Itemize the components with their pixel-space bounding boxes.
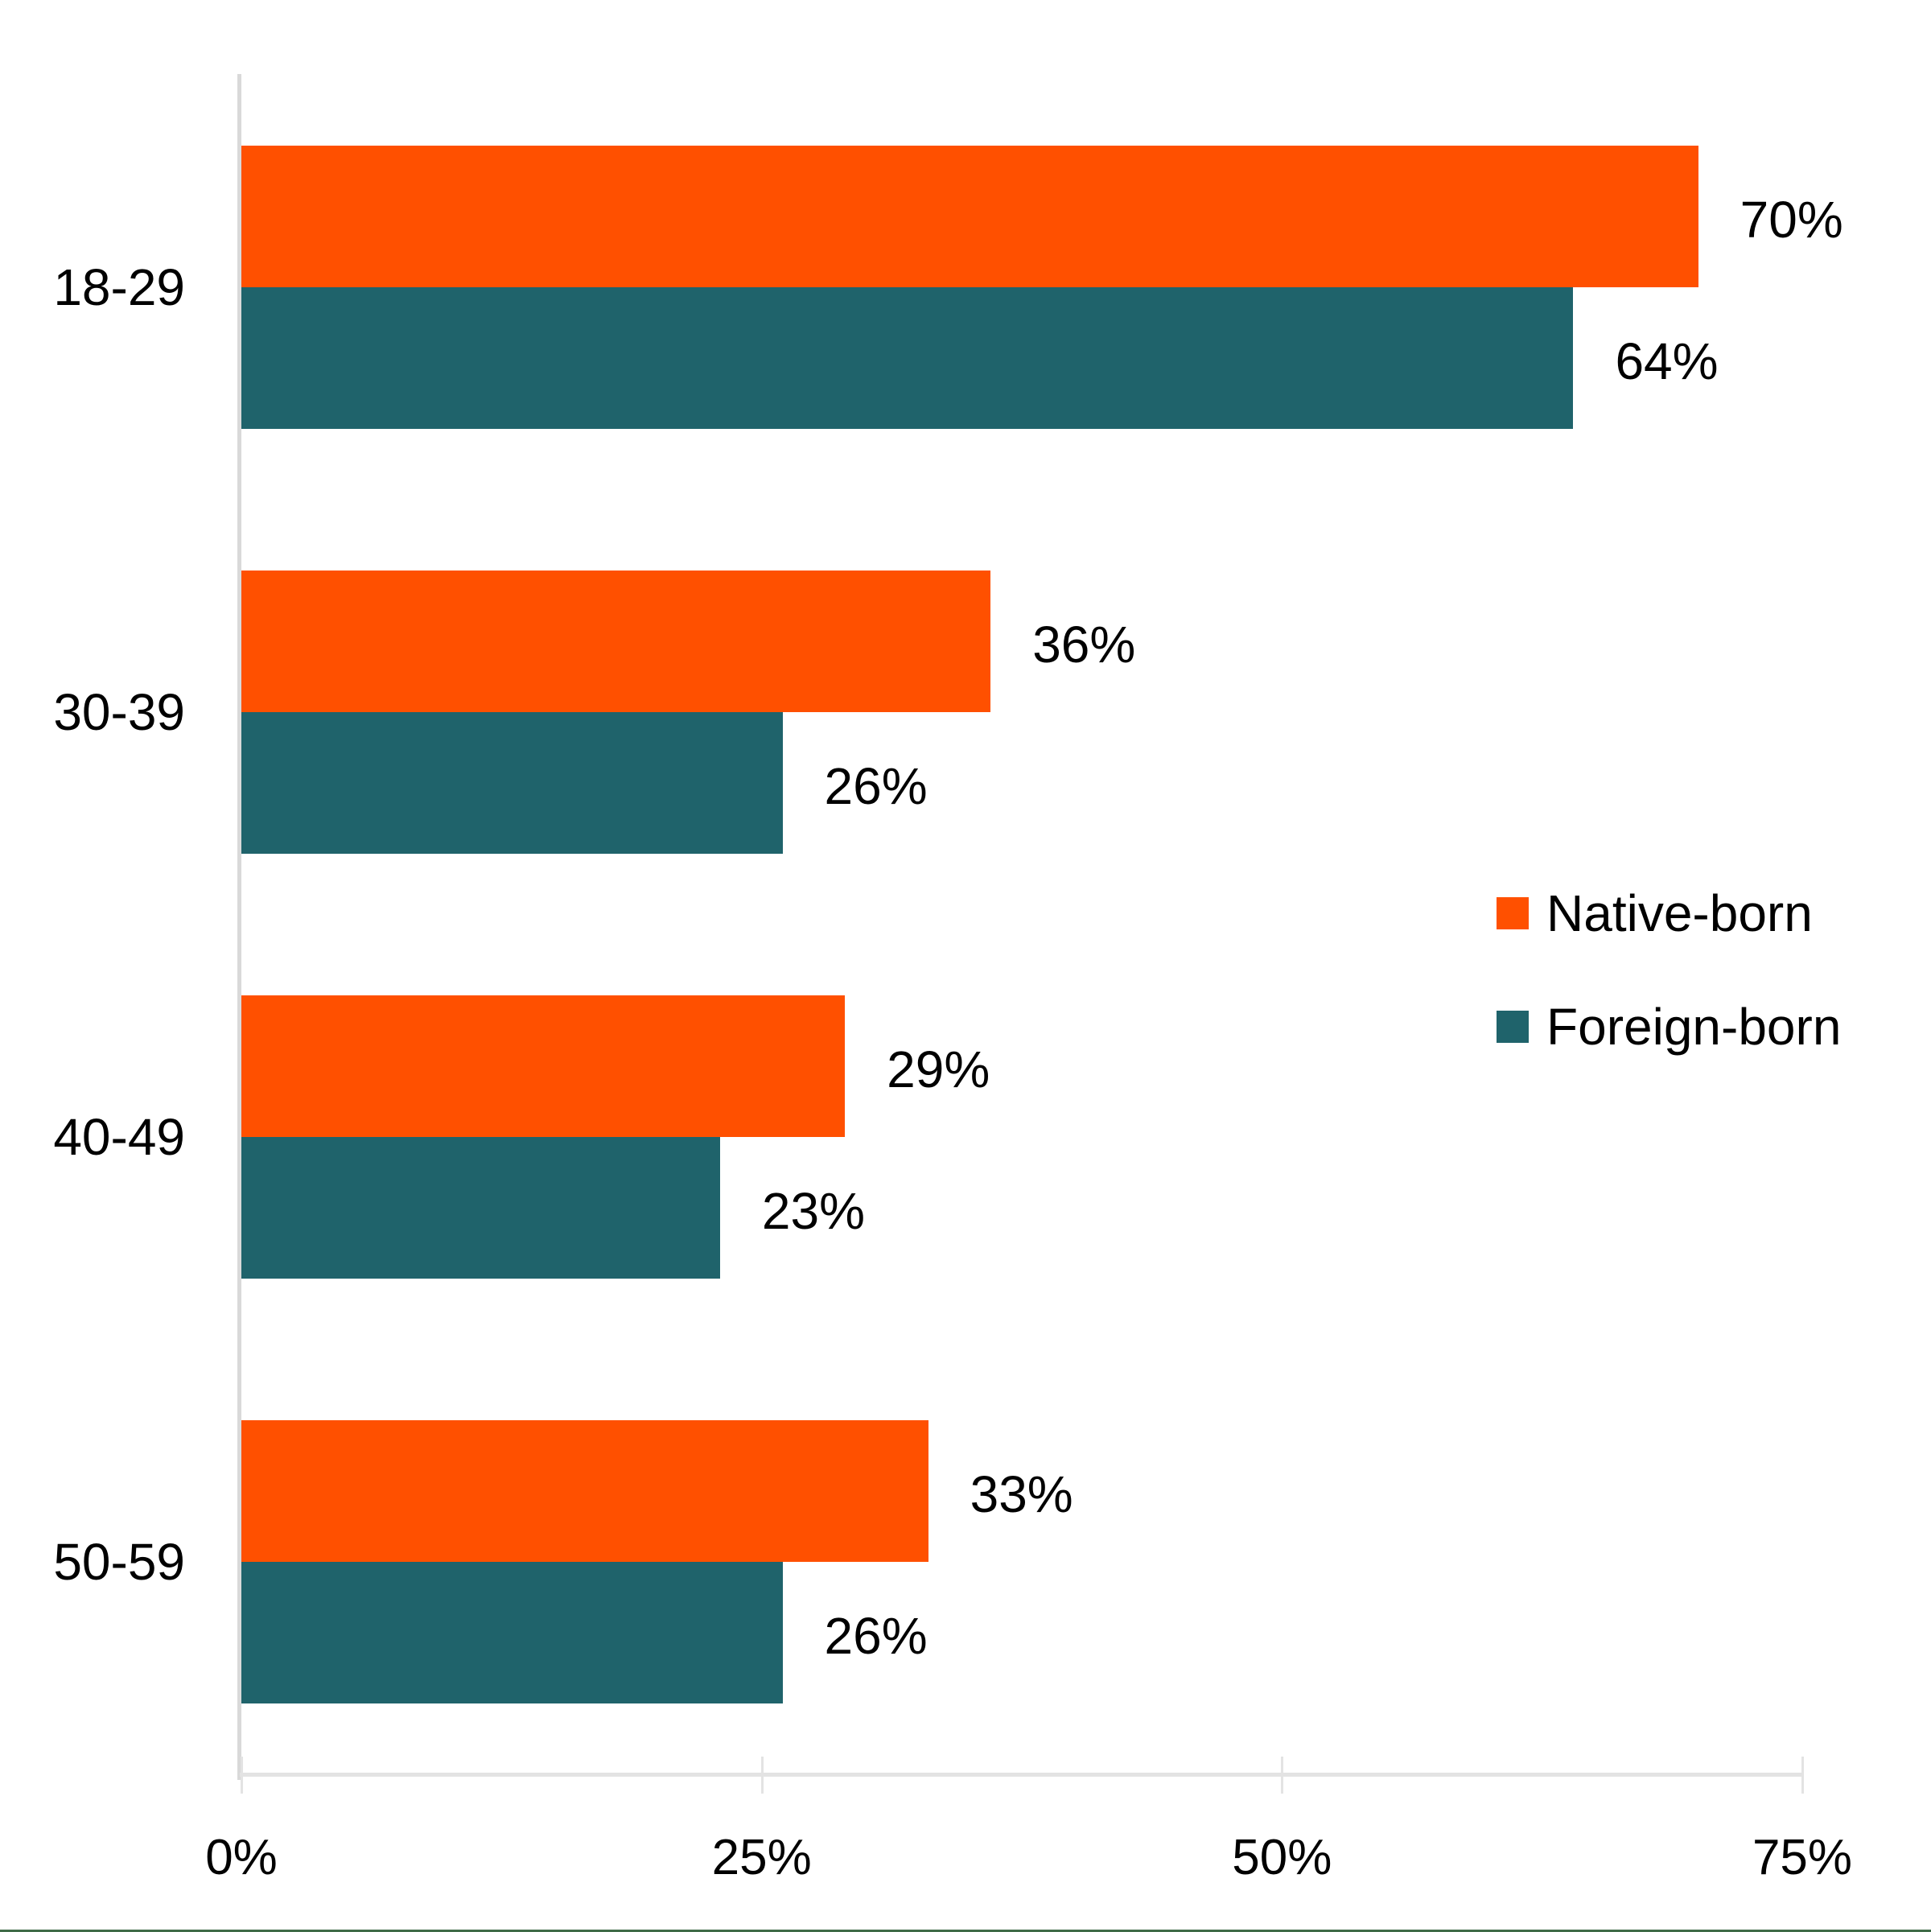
x-tick [241,1757,243,1794]
native-born-swatch [1497,897,1529,929]
category-label: 50-59 [53,1533,185,1591]
x-tick [1801,1757,1804,1794]
y-axis-line [237,74,241,1780]
bar-native-born [241,146,1698,287]
data-label: 64% [1615,332,1719,390]
bottom-rule [0,1930,1931,1932]
foreign-born-swatch [1497,1011,1529,1043]
x-tick-label: 25% [711,1830,812,1885]
legend-label: Native-born [1546,884,1813,942]
category-label: 30-39 [53,683,185,741]
bar-foreign-born [241,712,783,854]
x-axis-line [240,1773,1804,1777]
bar-foreign-born [241,1562,783,1703]
data-label: 33% [970,1465,1073,1523]
category-label: 18-29 [53,258,185,316]
category-label: 40-49 [53,1108,185,1166]
legend-label: Foreign-born [1546,998,1842,1056]
data-label: 70% [1740,191,1843,249]
data-label: 26% [824,1607,928,1665]
x-tick-label: 0% [205,1830,278,1885]
x-tick-label: 75% [1752,1830,1853,1885]
legend: Native-born Foreign-born [1497,884,1842,1112]
legend-item-foreign-born: Foreign-born [1497,998,1842,1056]
data-label: 26% [824,757,928,815]
bar-native-born [241,995,846,1137]
data-label: 29% [887,1040,990,1098]
data-label: 23% [761,1182,866,1240]
x-tick [1281,1757,1284,1794]
bar-native-born [241,571,991,712]
bar-native-born [241,1420,928,1562]
x-tick [760,1757,764,1794]
bar-foreign-born [241,287,1574,429]
x-tick-label: 50% [1232,1830,1332,1885]
data-label: 36% [1032,616,1136,674]
bar-foreign-born [241,1137,720,1279]
legend-item-native-born: Native-born [1497,884,1841,942]
